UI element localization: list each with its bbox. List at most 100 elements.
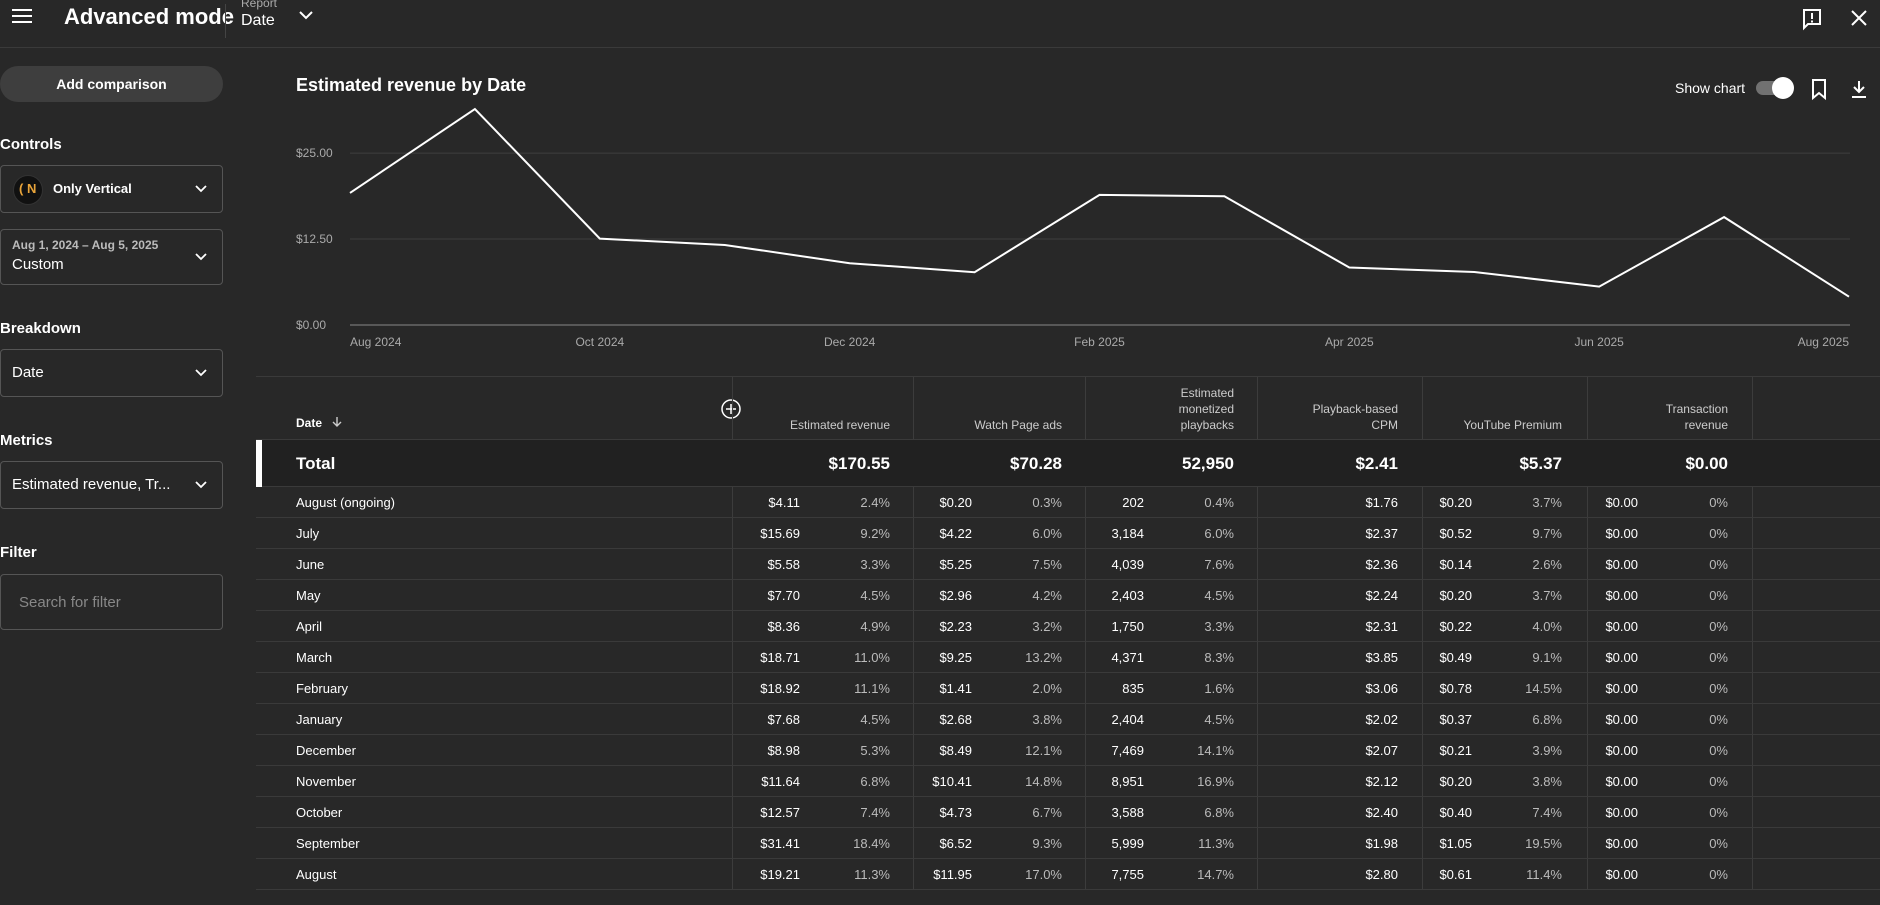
channel-select[interactable]: ( N Only Vertical <box>0 165 223 213</box>
row-premium: $0.21 <box>1439 743 1472 758</box>
row-premium-pct: 3.7% <box>1532 588 1562 603</box>
data-point[interactable] <box>1346 265 1352 271</box>
table-row[interactable]: July $15.69 9.2% $4.22 6.0% 3,184 6.0% $2.37 $0.… <box>256 518 1880 549</box>
add-comparison-button[interactable]: Add comparison <box>0 66 223 102</box>
close-icon[interactable] <box>1847 6 1871 30</box>
row-revenue-pct: 4.9% <box>860 619 890 634</box>
row-premium-pct: 3.8% <box>1532 774 1562 789</box>
row-ads-pct: 3.8% <box>1032 712 1062 727</box>
row-playbacks-pct: 0.4% <box>1204 495 1234 510</box>
row-ads: $2.96 <box>939 588 972 603</box>
row-ads: $4.22 <box>939 526 972 541</box>
revenue-series-line <box>349 107 1850 298</box>
monetized-playbacks-header[interactable]: Estimated monetized playbacks <box>1086 385 1234 449</box>
data-point[interactable] <box>347 190 353 196</box>
row-ads: $1.41 <box>939 681 972 696</box>
row-transaction: $0.00 <box>1605 650 1638 665</box>
row-premium-pct: 9.1% <box>1532 650 1562 665</box>
data-point[interactable] <box>1097 192 1103 198</box>
row-premium: $0.61 <box>1439 867 1472 882</box>
x-tick-label: Feb 2025 <box>1074 335 1125 349</box>
row-cpm: $2.37 <box>1365 526 1398 541</box>
row-cpm: $3.06 <box>1365 681 1398 696</box>
x-tick-label: Aug 2024 <box>350 335 402 349</box>
table-row[interactable]: May $7.70 4.5% $2.96 4.2% 2,403 4.5% $2.24 $0.20… <box>256 580 1880 611</box>
row-playbacks: 4,039 <box>1111 557 1144 572</box>
table-row[interactable]: September $31.41 18.4% $6.52 9.3% 5,999 11.3% $… <box>256 828 1880 859</box>
data-point[interactable] <box>472 106 478 112</box>
total-ads: $70.28 <box>1010 454 1062 473</box>
data-point[interactable] <box>972 269 978 275</box>
row-premium-pct: 6.8% <box>1532 712 1562 727</box>
table-row[interactable]: October $12.57 7.4% $4.73 6.7% 3,588 6.8% $2.40… <box>256 797 1880 828</box>
top-bar: Advanced mode Report Date <box>0 0 1880 48</box>
row-cpm: $2.24 <box>1365 588 1398 603</box>
date-range-select[interactable]: Aug 1, 2024 – Aug 5, 2025 Custom <box>0 229 223 285</box>
row-revenue-pct: 5.3% <box>860 743 890 758</box>
report-selector[interactable]: Report Date <box>241 0 277 30</box>
table-row[interactable]: February $18.92 11.1% $1.41 2.0% 835 1.6% $3.06… <box>256 673 1880 704</box>
table-row[interactable]: December $8.98 5.3% $8.49 12.1% 7,469 14.1% $2.… <box>256 735 1880 766</box>
download-icon[interactable] <box>1847 77 1871 101</box>
report-value: Date <box>241 12 275 29</box>
data-point[interactable] <box>847 260 853 266</box>
data-point[interactable] <box>722 242 728 248</box>
row-revenue: $5.58 <box>767 557 800 572</box>
row-date: November <box>296 774 356 789</box>
data-point[interactable] <box>1846 294 1852 300</box>
menu-icon[interactable] <box>10 4 34 28</box>
table-row[interactable]: August (ongoing) $4.11 2.4% $0.20 0.3% 202 0.4… <box>256 487 1880 518</box>
feedback-icon[interactable] <box>1800 7 1824 31</box>
row-premium: $0.14 <box>1439 557 1472 572</box>
table-row[interactable]: November $11.64 6.8% $10.41 14.8% 8,951 16.9% $… <box>256 766 1880 797</box>
row-date: September <box>296 836 360 851</box>
filter-search-input[interactable] <box>0 574 223 630</box>
table-row[interactable]: January $7.68 4.5% $2.68 3.8% 2,404 4.5% $2.02 $… <box>256 704 1880 735</box>
metrics-select[interactable]: Estimated revenue, Tr... <box>0 461 223 509</box>
row-transaction-pct: 0% <box>1709 867 1728 882</box>
row-date: June <box>296 557 325 572</box>
table-row[interactable]: April $8.36 4.9% $2.23 3.2% 1,750 3.3% $2.31 $0.… <box>256 611 1880 642</box>
row-transaction: $0.00 <box>1605 526 1638 541</box>
table-row[interactable]: June $5.58 3.3% $5.25 7.5% 4,039 7.6% $2.36 $0.1… <box>256 549 1880 580</box>
row-transaction: $0.00 <box>1605 495 1638 510</box>
row-playbacks-pct: 14.7% <box>1197 867 1234 882</box>
add-circle-icon[interactable] <box>720 398 742 420</box>
row-revenue: $18.92 <box>760 681 800 696</box>
playback-cpm-header[interactable]: Playback-based CPM <box>1256 401 1398 465</box>
bookmark-icon[interactable] <box>1807 77 1831 101</box>
channel-avatar: ( N <box>13 175 43 205</box>
row-date: February <box>296 681 349 696</box>
chevron-down-icon[interactable] <box>297 6 315 24</box>
estimated-revenue-header[interactable]: Estimated revenue <box>789 418 890 432</box>
youtube-premium-header[interactable]: YouTube Premium <box>1463 418 1563 432</box>
transaction-revenue-header[interactable]: Transaction revenue <box>1586 401 1728 465</box>
data-point[interactable] <box>1721 214 1727 220</box>
date-column-header[interactable]: Date <box>296 416 343 480</box>
data-point[interactable] <box>1596 284 1602 290</box>
row-ads: $0.20 <box>939 495 972 510</box>
breakdown-select[interactable]: Date <box>0 349 223 397</box>
metrics-value: Estimated revenue, Tr... <box>12 476 171 493</box>
header-line: Playback-based <box>1312 402 1398 416</box>
row-date: August (ongoing) <box>296 495 396 510</box>
watch-page-ads-header[interactable]: Watch Page ads <box>974 418 1062 432</box>
data-point[interactable] <box>597 236 603 242</box>
total-transaction: $0.00 <box>1685 454 1728 473</box>
data-point[interactable] <box>1471 269 1477 275</box>
y-tick-label: $25.00 <box>296 146 333 160</box>
row-playbacks: 7,755 <box>1111 867 1144 882</box>
row-ads-pct: 4.2% <box>1032 588 1062 603</box>
row-transaction-pct: 0% <box>1709 557 1728 572</box>
table-row[interactable]: March $18.71 11.0% $9.25 13.2% 4,371 8.3% $3.85… <box>256 642 1880 673</box>
metrics-label: Metrics <box>0 432 53 449</box>
row-premium: $0.49 <box>1439 650 1472 665</box>
row-transaction: $0.00 <box>1605 774 1638 789</box>
row-revenue: $12.57 <box>760 805 800 820</box>
date-range-sub: Aug 1, 2024 – Aug 5, 2025 <box>12 238 159 252</box>
show-chart-toggle[interactable] <box>1756 77 1794 99</box>
revenue-line-chart: $0.00 $12.50 $25.00 Aug 2024 Oct 2024 Dec 202… <box>296 106 1852 349</box>
data-point[interactable] <box>1221 193 1227 199</box>
header-line: Estimated <box>1180 386 1234 400</box>
table-row[interactable]: August $19.21 11.3% $11.95 17.0% 7,755 14.7% $2… <box>256 859 1880 890</box>
